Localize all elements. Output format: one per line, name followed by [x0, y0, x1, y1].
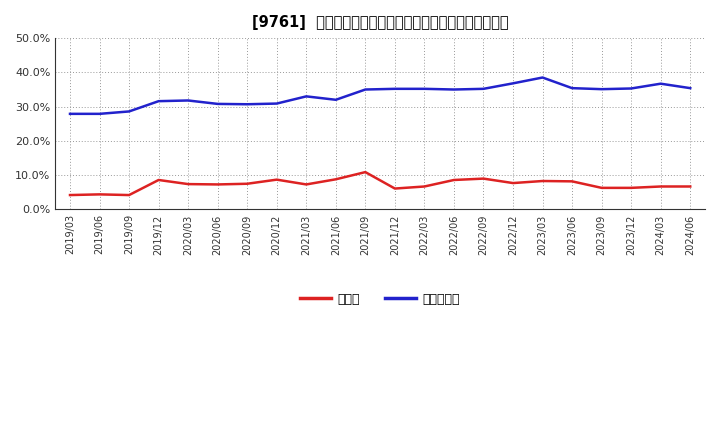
Legend: 現頒金, 有利子負債: 現頒金, 有利子負債	[295, 288, 465, 311]
Title: [9761]  現頒金、有利子負債の総資産に対する比率の推移: [9761] 現頒金、有利子負債の総資産に対する比率の推移	[252, 15, 508, 30]
